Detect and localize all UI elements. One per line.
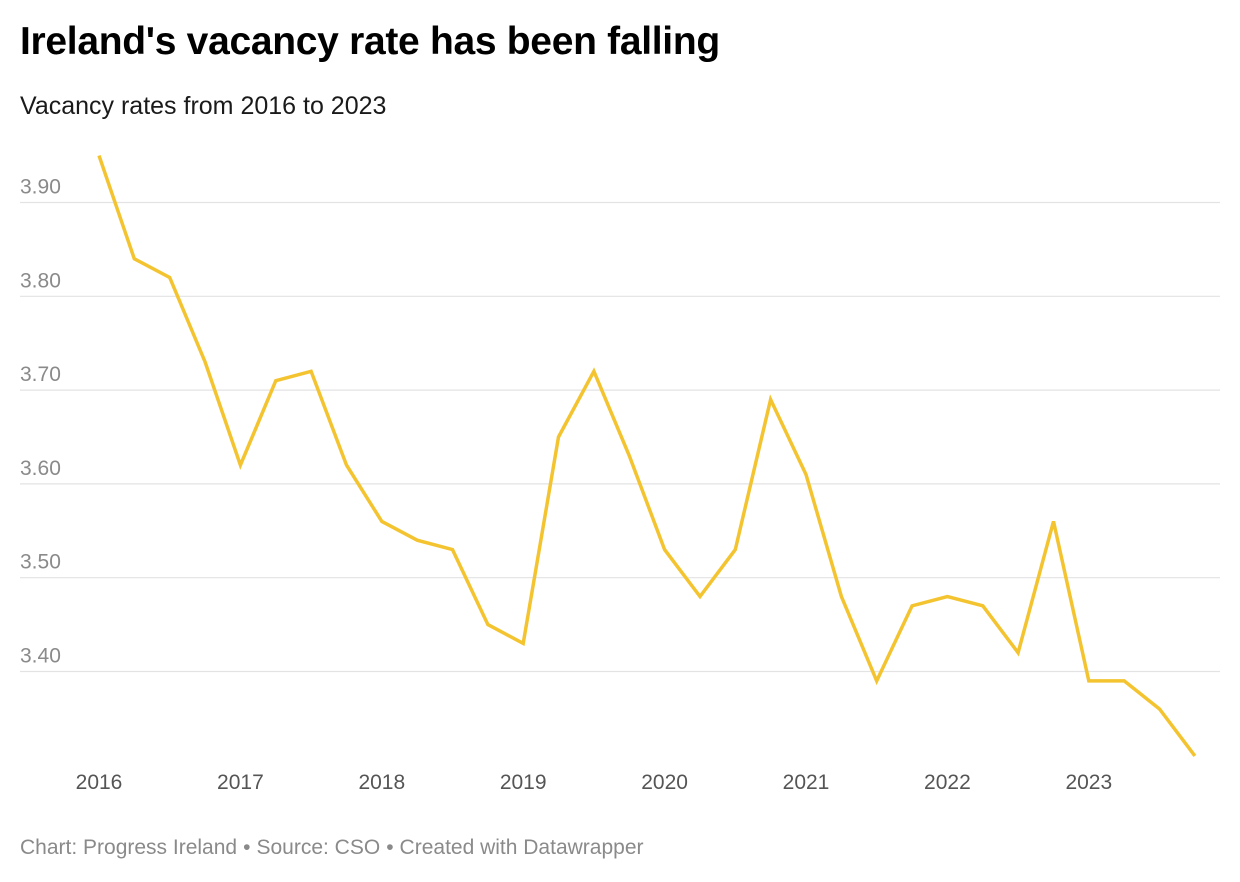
chart-subtitle: Vacancy rates from 2016 to 2023: [20, 92, 387, 120]
series-layer: [97, 155, 1197, 757]
chart-title: Ireland's vacancy rate has been falling: [20, 20, 720, 63]
y-tick-label: 3.50: [20, 551, 61, 574]
chart-credit: Chart: Progress Ireland: [20, 836, 238, 859]
y-tick-label: 3.80: [20, 269, 61, 292]
y-tick-label: 3.90: [20, 176, 61, 199]
x-tick-label: 2021: [783, 771, 830, 794]
tool-credit: Created with Datawrapper: [399, 836, 644, 859]
y-axis-ticks: 3.40 3.50 3.60 3.70 3.80 3.90: [20, 176, 61, 668]
source-credit: Source: CSO: [256, 836, 381, 859]
x-tick-label: 2017: [217, 771, 264, 794]
gridlines: [20, 201, 1220, 673]
y-tick-label: 3.40: [20, 645, 61, 668]
chart-footer: Chart: Progress Ireland • Source: CSO • Crea…: [20, 836, 644, 860]
x-tick-label: 2019: [500, 771, 547, 794]
footer-separator: •: [386, 836, 394, 859]
x-tick-label: 2023: [1065, 771, 1112, 794]
y-tick-label: 3.60: [20, 457, 61, 480]
x-tick-label: 2020: [641, 771, 688, 794]
x-tick-label: 2016: [76, 771, 123, 794]
x-tick-label: 2022: [924, 771, 971, 794]
x-tick-label: 2018: [358, 771, 405, 794]
series-line: [97, 155, 1197, 757]
footer-separator: •: [243, 836, 251, 859]
y-tick-label: 3.70: [20, 363, 61, 386]
x-axis-ticks: 2016 2017 2018 2019 2020 2021 2022 2023: [76, 771, 1113, 794]
